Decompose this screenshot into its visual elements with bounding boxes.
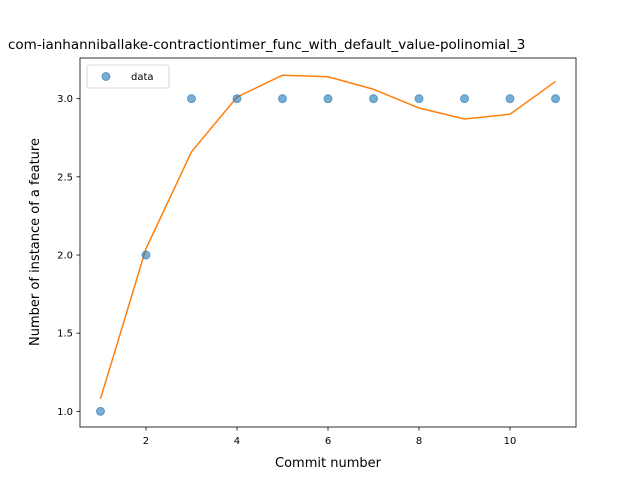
data-point [505, 94, 515, 104]
y-tick-label: 3.0 [57, 94, 73, 105]
legend-label-data: data [131, 72, 154, 83]
data-point [369, 94, 379, 104]
data-point [95, 406, 105, 416]
y-tick-label: 2.5 [57, 172, 73, 183]
legend-box [86, 64, 170, 89]
data-point [186, 94, 196, 104]
chart-title: com-ianhanniballake-contractiontimer_fun… [8, 37, 525, 53]
plot-area [79, 57, 577, 428]
x-tick-label: 4 [234, 436, 240, 447]
data-point [277, 94, 287, 104]
fit-line [99, 74, 556, 400]
x-axis: 2 4 6 8 10 [143, 427, 517, 447]
data-point [551, 94, 561, 104]
data-point [232, 94, 242, 104]
x-tick-label: 8 [416, 436, 422, 447]
x-tick-label: 10 [504, 436, 517, 447]
y-tick-label: 2.0 [57, 251, 73, 262]
data-point [414, 94, 424, 104]
y-axis: 1.0 1.5 2.0 2.5 3.0 [57, 94, 80, 418]
series-layer [95, 74, 561, 416]
data-point [323, 94, 333, 104]
x-tick-label: 2 [143, 436, 149, 447]
y-axis-label: Number of instance of a feature [28, 138, 43, 346]
data-point [460, 94, 470, 104]
y-tick-label: 1.0 [57, 407, 73, 418]
legend-marker-data [101, 72, 111, 81]
data-point [141, 250, 151, 260]
x-tick-label: 6 [325, 436, 331, 447]
legend: data [86, 64, 170, 89]
x-axis-label: Commit number [275, 456, 382, 471]
y-tick-label: 1.5 [57, 329, 73, 340]
